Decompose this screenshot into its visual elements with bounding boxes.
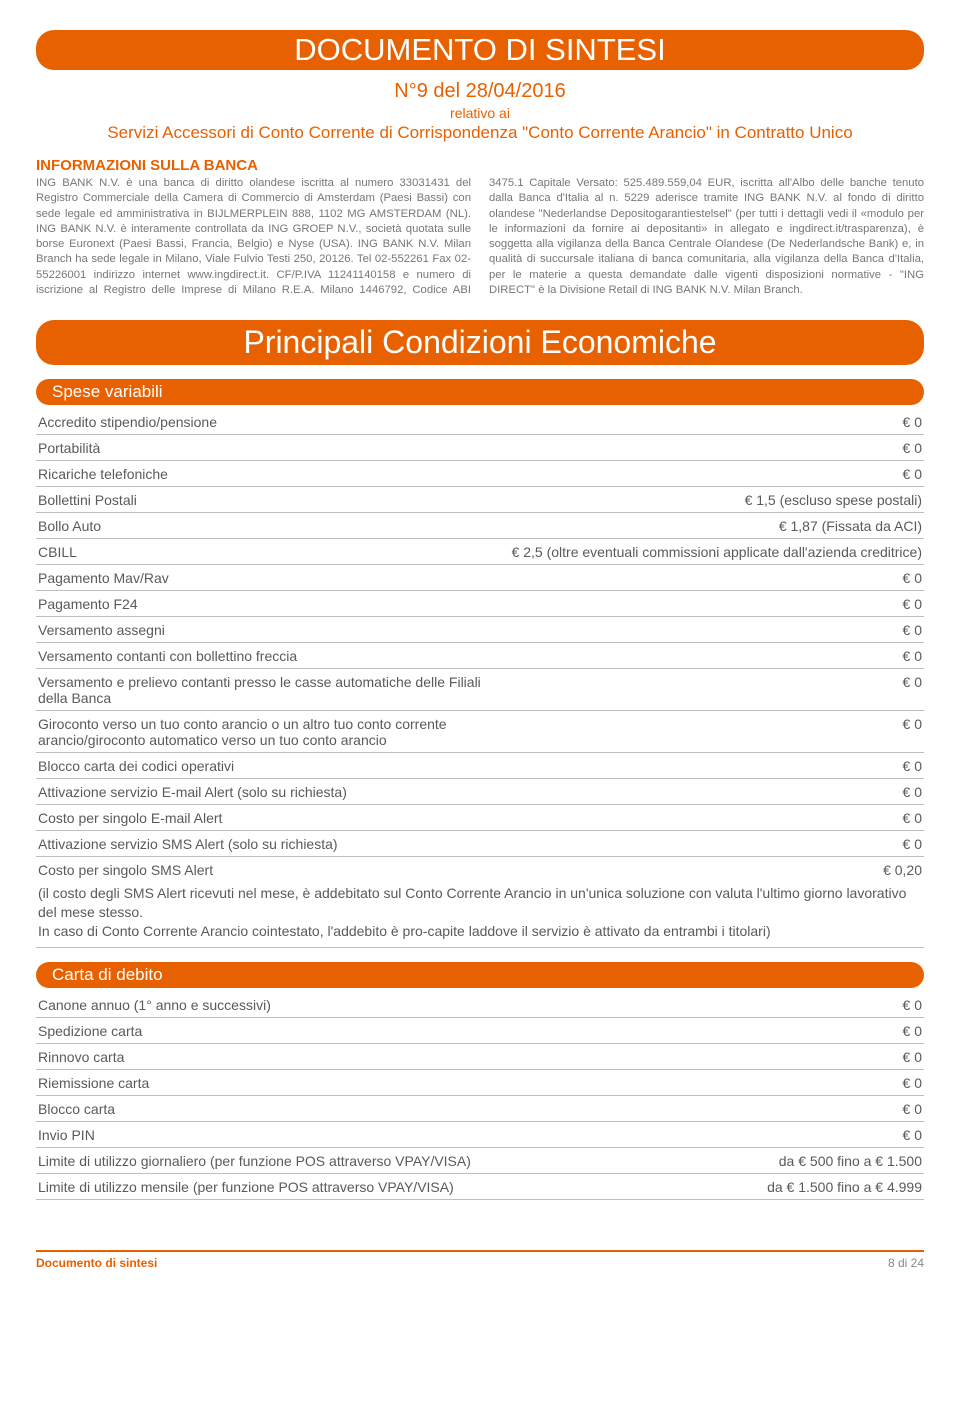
row-label: Portabilità (36, 435, 502, 461)
row-value: € 0 (502, 805, 924, 831)
table-row: Giroconto verso un tuo conto arancio o u… (36, 711, 924, 753)
table-row: Pagamento Mav/Rav€ 0 (36, 565, 924, 591)
row-value: € 0 (502, 753, 924, 779)
row-label: Blocco carta dei codici operativi (36, 753, 502, 779)
row-value: da € 1.500 fino a € 4.999 (679, 1173, 924, 1199)
doc-number: N°9 del 28/04/2016 (36, 80, 924, 103)
page-footer: Documento di sintesi 8 di 24 (36, 1250, 924, 1270)
main-title-text: DOCUMENTO DI SINTESI (294, 32, 665, 67)
row-value: € 0 (679, 1095, 924, 1121)
row-label: Attivazione servizio E-mail Alert (solo … (36, 779, 502, 805)
carta-header-text: Carta di debito (52, 965, 163, 984)
row-label: Spedizione carta (36, 1017, 679, 1043)
spese-header-text: Spese variabili (52, 382, 163, 401)
row-label: CBILL (36, 539, 502, 565)
table-row: Blocco carta€ 0 (36, 1095, 924, 1121)
table-row: Ricariche telefoniche€ 0 (36, 461, 924, 487)
table-row: Bollo Auto€ 1,87 (Fissata da ACI) (36, 513, 924, 539)
table-row: Bollettini Postali€ 1,5 (escluso spese p… (36, 487, 924, 513)
table-row: Versamento assegni€ 0 (36, 617, 924, 643)
row-value: da € 500 fino a € 1.500 (679, 1147, 924, 1173)
row-value: € 0 (679, 1121, 924, 1147)
sms-value: € 0,20 (727, 857, 924, 882)
table-row: Blocco carta dei codici operativi€ 0 (36, 753, 924, 779)
row-value: € 0 (502, 591, 924, 617)
table-row: Limite di utilizzo mensile (per funzione… (36, 1173, 924, 1199)
row-label: Bollo Auto (36, 513, 502, 539)
row-label: Costo per singolo E-mail Alert (36, 805, 502, 831)
row-value: € 0 (679, 1043, 924, 1069)
row-label: Pagamento F24 (36, 591, 502, 617)
row-value: € 0 (502, 711, 924, 753)
row-value: € 0 (502, 565, 924, 591)
table-row: Rinnovo carta€ 0 (36, 1043, 924, 1069)
table-row: Costo per singolo E-mail Alert€ 0 (36, 805, 924, 831)
table-row: Versamento e prelievo contanti presso le… (36, 669, 924, 711)
row-value: € 1,87 (Fissata da ACI) (502, 513, 924, 539)
table-row: Riemissione carta€ 0 (36, 1069, 924, 1095)
row-label: Limite di utilizzo mensile (per funzione… (36, 1173, 679, 1199)
carta-table: Canone annuo (1° anno e successivi)€ 0Sp… (36, 992, 924, 1200)
footer-left: Documento di sintesi (36, 1256, 157, 1270)
spese-header-banner: Spese variabili (36, 379, 924, 405)
table-row: Attivazione servizio E-mail Alert (solo … (36, 779, 924, 805)
row-label: Versamento contanti con bollettino frecc… (36, 643, 502, 669)
row-label: Invio PIN (36, 1121, 679, 1147)
row-value: € 0 (679, 1017, 924, 1043)
table-row: Limite di utilizzo giornaliero (per funz… (36, 1147, 924, 1173)
row-value: € 0 (502, 435, 924, 461)
main-title-banner: DOCUMENTO DI SINTESI (36, 30, 924, 70)
info-body: ING BANK N.V. è una banca di diritto ola… (36, 176, 924, 298)
row-value: € 2,5 (oltre eventuali commissioni appli… (502, 539, 924, 565)
row-label: Versamento assegni (36, 617, 502, 643)
spese-table: Accredito stipendio/pensione€ 0Portabili… (36, 409, 924, 857)
row-label: Ricariche telefoniche (36, 461, 502, 487)
row-label: Attivazione servizio SMS Alert (solo su … (36, 831, 502, 857)
row-label: Versamento e prelievo contanti presso le… (36, 669, 502, 711)
footer-right: 8 di 24 (888, 1256, 924, 1270)
sms-row-table: Costo per singolo SMS Alert € 0,20 (36, 857, 924, 882)
row-value: € 0 (502, 779, 924, 805)
row-value: € 0 (502, 643, 924, 669)
sms-note: (il costo degli SMS Alert ricevuti nel m… (36, 882, 924, 948)
carta-header-banner: Carta di debito (36, 962, 924, 988)
row-label: Riemissione carta (36, 1069, 679, 1095)
row-value: € 0 (502, 409, 924, 435)
row-label: Pagamento Mav/Rav (36, 565, 502, 591)
row-value: € 0 (502, 831, 924, 857)
table-row: Spedizione carta€ 0 (36, 1017, 924, 1043)
servizi-title: Servizi Accessori di Conto Corrente di C… (36, 123, 924, 143)
table-row: Invio PIN€ 0 (36, 1121, 924, 1147)
section-title-banner: Principali Condizioni Economiche (36, 320, 924, 365)
row-label: Accredito stipendio/pensione (36, 409, 502, 435)
row-value: € 0 (502, 669, 924, 711)
row-label: Giroconto verso un tuo conto arancio o u… (36, 711, 502, 753)
row-label: Limite di utilizzo giornaliero (per funz… (36, 1147, 679, 1173)
row-value: € 0 (679, 992, 924, 1018)
row-label: Canone annuo (1° anno e successivi) (36, 992, 679, 1018)
table-row: CBILL€ 2,5 (oltre eventuali commissioni … (36, 539, 924, 565)
section-title-text: Principali Condizioni Economiche (243, 324, 716, 360)
table-row: Accredito stipendio/pensione€ 0 (36, 409, 924, 435)
table-row: Portabilità€ 0 (36, 435, 924, 461)
row-label: Blocco carta (36, 1095, 679, 1121)
row-label: Rinnovo carta (36, 1043, 679, 1069)
intro-block: N°9 del 28/04/2016 relativo ai Servizi A… (36, 80, 924, 143)
sms-label: Costo per singolo SMS Alert (36, 857, 727, 882)
row-value: € 0 (502, 461, 924, 487)
table-row: Attivazione servizio SMS Alert (solo su … (36, 831, 924, 857)
info-heading: INFORMAZIONI SULLA BANCA (36, 157, 924, 174)
row-label: Bollettini Postali (36, 487, 502, 513)
table-row: Canone annuo (1° anno e successivi)€ 0 (36, 992, 924, 1018)
row-value: € 0 (502, 617, 924, 643)
row-value: € 1,5 (escluso spese postali) (502, 487, 924, 513)
table-row: Pagamento F24€ 0 (36, 591, 924, 617)
table-row: Versamento contanti con bollettino frecc… (36, 643, 924, 669)
relativo-label: relativo ai (36, 105, 924, 121)
row-value: € 0 (679, 1069, 924, 1095)
